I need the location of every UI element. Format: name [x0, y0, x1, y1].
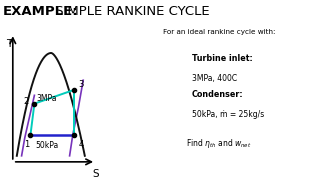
Text: For an ideal rankine cycle with:: For an ideal rankine cycle with: [163, 29, 276, 35]
Text: T: T [6, 39, 13, 49]
Text: S: S [93, 169, 100, 179]
Text: 3: 3 [78, 80, 84, 89]
Text: 2: 2 [23, 97, 28, 106]
Text: 3MPa, 400C: 3MPa, 400C [192, 74, 237, 83]
Text: SIMPLE RANKINE CYCLE: SIMPLE RANKINE CYCLE [51, 5, 209, 18]
Text: Turbine inlet:: Turbine inlet: [192, 54, 253, 63]
Text: 50kPa, ṁ = 25kg/s: 50kPa, ṁ = 25kg/s [192, 110, 264, 119]
Text: EXAMPLE:: EXAMPLE: [3, 5, 79, 18]
Text: Condenser:: Condenser: [192, 90, 244, 99]
Text: 1: 1 [24, 141, 29, 150]
Text: 4: 4 [78, 141, 84, 150]
Text: Find $\eta_{th}$ and $w_{net}$: Find $\eta_{th}$ and $w_{net}$ [186, 137, 251, 150]
Text: 3MPa: 3MPa [36, 94, 57, 103]
Text: 50kPa: 50kPa [36, 141, 59, 150]
